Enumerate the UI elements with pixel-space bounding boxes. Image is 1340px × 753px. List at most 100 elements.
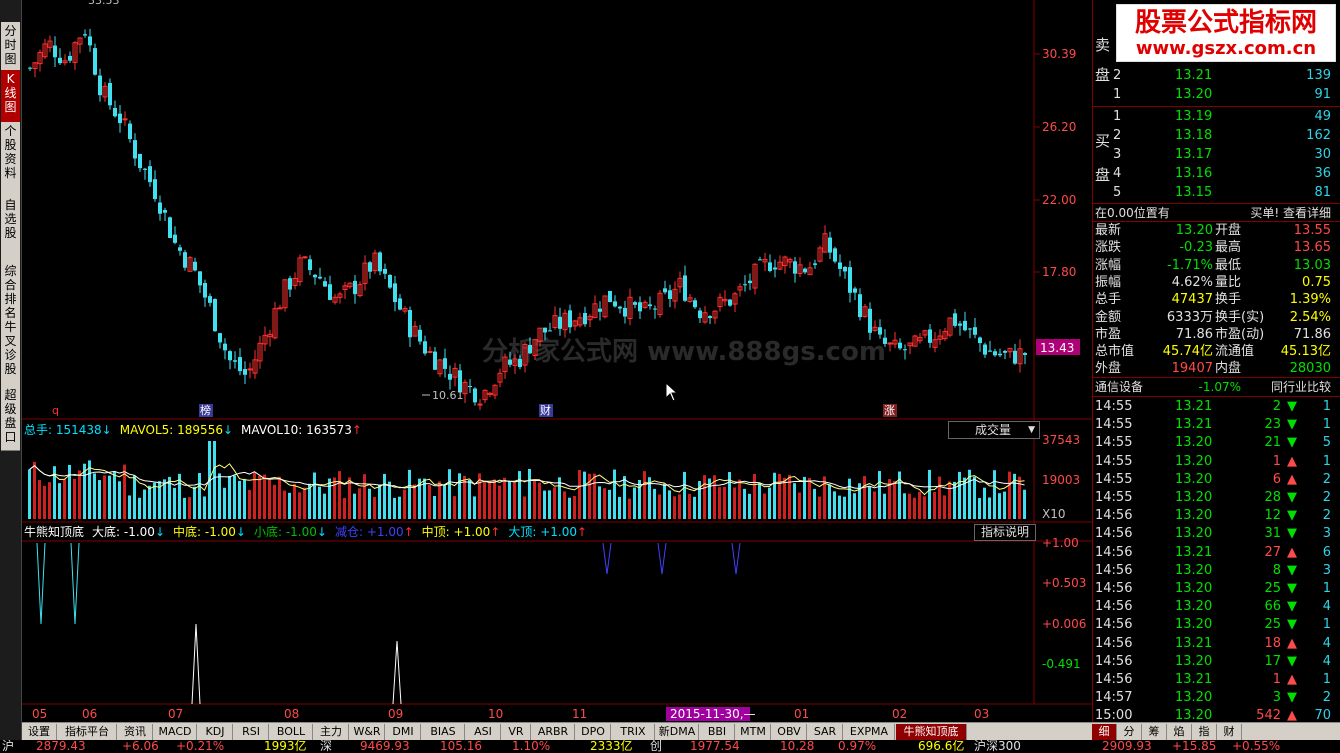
quote-row: 总手 47437 换手 1.39%: [1093, 291, 1340, 309]
indicator-tab[interactable]: 牛熊知顶底: [896, 724, 967, 740]
left-tab[interactable]: K线图: [1, 70, 20, 123]
tick-time: 14:56: [1095, 635, 1133, 651]
volume-bar: [118, 481, 121, 519]
quote-label: 最新: [1095, 223, 1122, 238]
right-panel-tab[interactable]: 筹: [1142, 724, 1167, 740]
status-item: 2879.43: [36, 740, 86, 753]
candle-body: [583, 312, 587, 325]
indicator-tab[interactable]: DMI: [386, 724, 421, 740]
volume-bar: [713, 475, 716, 519]
volume-bar: [1018, 476, 1021, 519]
watermark-text: 分析家公式网 www.888gs.com: [482, 336, 886, 367]
volume-indicator-select[interactable]: 成交量 ▼: [948, 421, 1040, 439]
tick-count: 2: [1322, 490, 1331, 505]
buy-detail-link[interactable]: 买单! 查看详细: [1250, 206, 1331, 220]
trade-tick-row: 14:55 13.20 1 ▲ 1: [1093, 453, 1340, 471]
volume-legend-item: MAVOL10: 163573↑: [241, 423, 362, 437]
volume-bar: [73, 478, 76, 519]
right-panel-tab[interactable]: 指: [1192, 724, 1217, 740]
arrow-up-icon: ▲: [1287, 471, 1297, 487]
candle-body: [822, 233, 828, 253]
volume-bar: [233, 475, 236, 519]
candle-body: [598, 308, 602, 312]
indicator-tab[interactable]: EXPMA: [844, 724, 895, 740]
right-panel-tab[interactable]: 焰: [1167, 724, 1192, 740]
candle-body: [1023, 353, 1027, 355]
indicator-tab[interactable]: W&R: [350, 724, 385, 740]
left-tab[interactable]: 牛叉诊股: [1, 318, 20, 387]
quote-row: 振幅 4.62% 量比 0.75: [1093, 274, 1340, 292]
quote-value: 71.86: [1293, 326, 1331, 342]
indicator-tab[interactable]: KDJ: [198, 724, 233, 740]
indicator-tab[interactable]: BIAS: [422, 724, 465, 740]
tick-price: 13.20: [1175, 708, 1213, 724]
volume-bar: [123, 464, 126, 519]
volume-tick-label: X10: [1042, 507, 1066, 521]
right-panel-tab[interactable]: 细: [1092, 724, 1117, 740]
indicator-tab[interactable]: OBV: [772, 724, 807, 740]
event-marker-bg: [199, 404, 213, 417]
indicator-tab[interactable]: VR: [502, 724, 531, 740]
volume-bar: [768, 487, 771, 519]
candle-body: [843, 266, 847, 272]
arrow-up-icon: ▲: [1287, 708, 1297, 724]
quote-row: 涨幅 -1.71% 最低 13.03: [1093, 257, 1340, 275]
indicator-tab-bar: 设置 指标平台 资讯 MACD KDJ RSI BOLL 主力 W&R DMI BIAS ASI VR A…: [22, 722, 1092, 741]
quote-label: 总市值: [1095, 344, 1135, 360]
indicator-tab[interactable]: BBI: [700, 724, 735, 740]
candle-body: [848, 267, 852, 293]
tick-volume: 31: [1264, 526, 1281, 542]
candle-body: [378, 252, 382, 272]
indicator-tab[interactable]: TRIX: [612, 724, 655, 740]
volume-bar: [468, 480, 471, 519]
volume-bar: [583, 471, 586, 519]
indicator-tab[interactable]: MTM: [736, 724, 771, 740]
chart-area[interactable]: 30.39 26.20 22.00 17.80 13.43 分析家公式网 www.888…: [22, 0, 1092, 722]
tick-count: 6: [1322, 544, 1331, 560]
indicator-tab[interactable]: 新DMA: [656, 724, 699, 740]
left-tab[interactable]: 自选股: [1, 196, 20, 263]
volume-bar: [463, 475, 466, 519]
left-tab[interactable]: 分时图: [1, 22, 20, 71]
left-tab[interactable]: 综合排名: [1, 262, 20, 320]
indicator-tab[interactable]: BOLL: [270, 724, 313, 740]
candle-body: [912, 335, 918, 347]
volume-bar: [278, 476, 281, 519]
arrow-down-icon: ▼: [1287, 526, 1297, 542]
volume-bar: [808, 478, 811, 519]
indicator-tab[interactable]: MACD: [154, 724, 197, 740]
indicator-tab[interactable]: ARBR: [532, 724, 575, 740]
industry-compare-button[interactable]: 同行业比较: [1270, 380, 1331, 394]
trade-tick-row: 14:55 13.21 23 ▼ 1: [1093, 416, 1340, 434]
volume-bar: [453, 496, 456, 519]
buy-order-row: 1 13.19 49: [1093, 108, 1340, 126]
indicator-help-button[interactable]: 指标说明: [974, 524, 1036, 541]
volume-bar: [158, 481, 161, 519]
candle-body: [998, 353, 1002, 356]
volume-bar: [758, 483, 761, 519]
indicator-tab[interactable]: 设置: [22, 724, 57, 740]
tick-price: 13.20: [1175, 690, 1213, 706]
status-item: 创: [650, 740, 663, 753]
left-tab[interactable]: 超级盘口: [1, 386, 20, 451]
indicator-tab[interactable]: SAR: [808, 724, 843, 740]
indicator-tab[interactable]: DPO: [576, 724, 611, 740]
volume-bar: [338, 471, 341, 519]
event-marker: q: [52, 404, 59, 417]
indicator-tab[interactable]: 指标平台: [58, 724, 117, 740]
indicator-tab[interactable]: 主力: [314, 724, 349, 740]
right-panel-tab[interactable]: 财: [1217, 724, 1242, 740]
indicator-tab[interactable]: RSI: [234, 724, 269, 740]
volume-bar: [283, 490, 286, 519]
left-tab[interactable]: 个股资料: [1, 122, 20, 197]
status-item: 1993亿: [264, 740, 307, 753]
sell-side-char: 盘: [1095, 66, 1111, 84]
tick-time: 14:55: [1095, 435, 1133, 451]
candle-body: [88, 36, 92, 46]
volume-bar: [888, 479, 891, 519]
candle-body: [787, 258, 793, 263]
candle-body: [437, 359, 443, 375]
right-panel-tab[interactable]: 分: [1117, 724, 1142, 740]
indicator-tab[interactable]: ASI: [466, 724, 501, 740]
indicator-tab[interactable]: 资讯: [118, 724, 153, 740]
